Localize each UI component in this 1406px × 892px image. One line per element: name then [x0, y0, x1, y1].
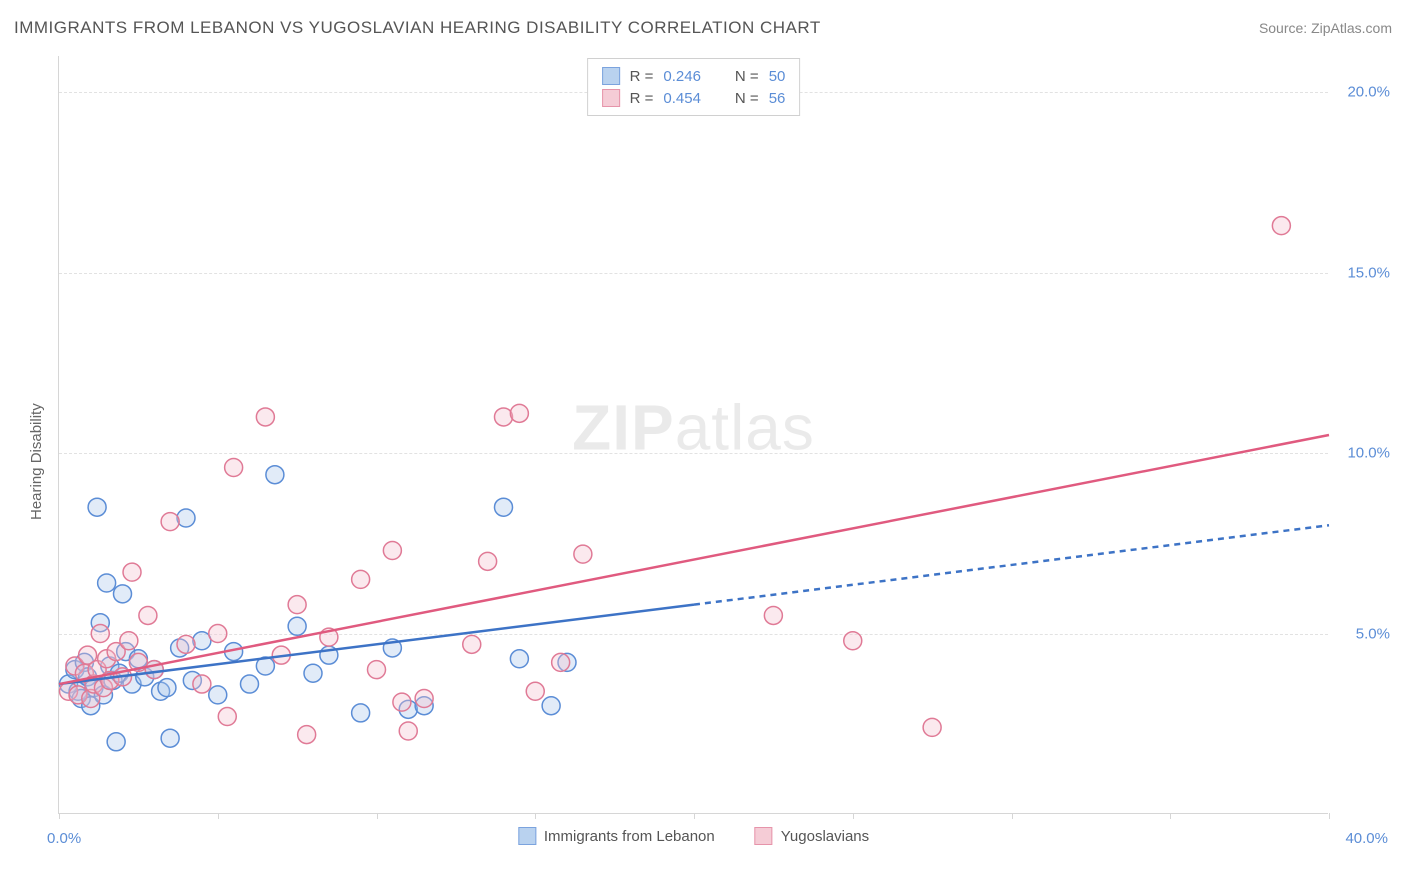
scatter-point-yugoslavians: [923, 718, 941, 736]
x-tick-label: 40.0%: [1345, 830, 1388, 847]
scatter-point-lebanon: [241, 675, 259, 693]
scatter-point-yugoslavians: [463, 635, 481, 653]
scatter-point-yugoslavians: [139, 606, 157, 624]
title-bar: IMMIGRANTS FROM LEBANON VS YUGOSLAVIAN H…: [14, 18, 1392, 38]
legend-row-lebanon: R = 0.246 N = 50: [602, 65, 786, 87]
legend-item-lebanon: Immigrants from Lebanon: [518, 827, 715, 845]
scatter-point-yugoslavians: [495, 408, 513, 426]
scatter-point-yugoslavians: [123, 563, 141, 581]
y-tick-label: 15.0%: [1347, 264, 1390, 281]
chart-title: IMMIGRANTS FROM LEBANON VS YUGOSLAVIAN H…: [14, 18, 821, 38]
scatter-point-lebanon: [542, 697, 560, 715]
legend-item-yugoslavians: Yugoslavians: [755, 827, 869, 845]
r-value: 0.454: [663, 90, 701, 107]
scatter-point-yugoslavians: [574, 545, 592, 563]
legend-swatch-icon: [602, 67, 620, 85]
scatter-point-yugoslavians: [120, 632, 138, 650]
x-tick-mark: [853, 813, 854, 819]
scatter-point-lebanon: [158, 679, 176, 697]
scatter-point-yugoslavians: [383, 542, 401, 560]
n-label: N =: [735, 68, 759, 85]
plot-svg: [59, 56, 1328, 813]
x-tick-mark: [694, 813, 695, 819]
scatter-point-yugoslavians: [552, 653, 570, 671]
scatter-point-yugoslavians: [225, 458, 243, 476]
scatter-point-yugoslavians: [479, 552, 497, 570]
trend-line-dashed-lebanon: [694, 525, 1329, 604]
legend-label: Yugoslavians: [781, 828, 869, 845]
y-axis-label: Hearing Disability: [28, 403, 45, 520]
x-tick-mark: [377, 813, 378, 819]
x-tick-mark: [1170, 813, 1171, 819]
scatter-point-yugoslavians: [209, 625, 227, 643]
x-tick-mark: [59, 813, 60, 819]
chart-container: IMMIGRANTS FROM LEBANON VS YUGOSLAVIAN H…: [0, 0, 1406, 892]
scatter-point-lebanon: [161, 729, 179, 747]
scatter-point-yugoslavians: [298, 726, 316, 744]
scatter-point-yugoslavians: [352, 570, 370, 588]
x-tick-mark: [218, 813, 219, 819]
scatter-point-yugoslavians: [288, 596, 306, 614]
scatter-point-lebanon: [352, 704, 370, 722]
n-value: 50: [769, 68, 786, 85]
legend-swatch-icon: [755, 827, 773, 845]
scatter-point-yugoslavians: [844, 632, 862, 650]
scatter-point-lebanon: [88, 498, 106, 516]
y-tick-label: 20.0%: [1347, 84, 1390, 101]
scatter-point-yugoslavians: [510, 404, 528, 422]
scatter-point-lebanon: [114, 585, 132, 603]
legend-swatch-icon: [518, 827, 536, 845]
scatter-point-yugoslavians: [91, 625, 109, 643]
x-tick-mark: [1329, 813, 1330, 819]
scatter-point-lebanon: [288, 617, 306, 635]
scatter-point-lebanon: [209, 686, 227, 704]
series-legend: Immigrants from Lebanon Yugoslavians: [518, 827, 869, 845]
scatter-point-yugoslavians: [393, 693, 411, 711]
legend-row-yugoslavians: R = 0.454 N = 56: [602, 87, 786, 109]
scatter-point-yugoslavians: [415, 689, 433, 707]
scatter-point-yugoslavians: [1272, 217, 1290, 235]
r-value: 0.246: [663, 68, 701, 85]
scatter-point-yugoslavians: [218, 708, 236, 726]
scatter-point-yugoslavians: [526, 682, 544, 700]
legend-label: Immigrants from Lebanon: [544, 828, 715, 845]
y-tick-label: 5.0%: [1356, 625, 1390, 642]
x-tick-mark: [535, 813, 536, 819]
r-label: R =: [630, 68, 654, 85]
correlation-legend: R = 0.246 N = 50 R = 0.454 N = 56: [587, 58, 801, 116]
legend-swatch-icon: [602, 89, 620, 107]
scatter-point-lebanon: [98, 574, 116, 592]
y-tick-label: 10.0%: [1347, 445, 1390, 462]
scatter-point-lebanon: [266, 466, 284, 484]
scatter-point-lebanon: [107, 733, 125, 751]
plot-area: ZIPatlas 5.0%10.0%15.0%20.0% 0.0%40.0% R…: [58, 56, 1328, 814]
scatter-point-lebanon: [304, 664, 322, 682]
scatter-point-lebanon: [177, 509, 195, 527]
scatter-point-yugoslavians: [256, 408, 274, 426]
n-value: 56: [769, 90, 786, 107]
scatter-point-lebanon: [510, 650, 528, 668]
r-label: R =: [630, 90, 654, 107]
trend-line-yugoslavians: [59, 435, 1329, 684]
n-label: N =: [735, 90, 759, 107]
scatter-point-yugoslavians: [764, 606, 782, 624]
x-tick-label: 0.0%: [47, 830, 81, 847]
scatter-point-yugoslavians: [161, 513, 179, 531]
source-label: Source: ZipAtlas.com: [1259, 20, 1392, 36]
scatter-point-yugoslavians: [368, 661, 386, 679]
x-tick-mark: [1012, 813, 1013, 819]
scatter-point-yugoslavians: [193, 675, 211, 693]
scatter-point-yugoslavians: [399, 722, 417, 740]
scatter-point-yugoslavians: [177, 635, 195, 653]
scatter-point-lebanon: [495, 498, 513, 516]
